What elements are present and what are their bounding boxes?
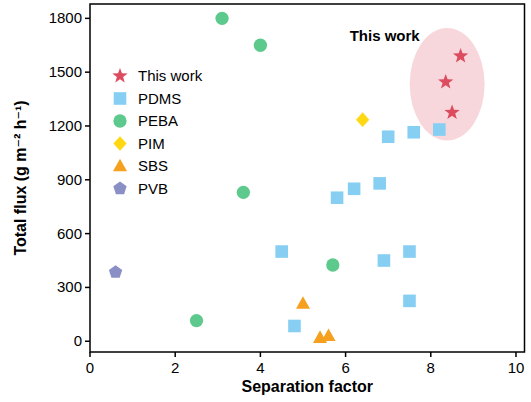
x-tick-label: 4 [256,359,264,376]
y-tick [85,287,90,289]
legend-label: PEBA [138,112,178,129]
point [109,265,122,278]
point [438,74,453,89]
legend-label: PDMS [138,90,181,107]
plot-frame [90,4,525,352]
point [453,48,468,63]
chart: 0 2 4 6 8 10 0 300 600 900 1200 1500 1800 Separation … [0,0,531,402]
legend-marker [113,159,127,172]
point [326,258,339,271]
x-tick [430,352,432,357]
point [296,296,310,309]
legend: This work PDMS PEBA PIM SBS PVB [112,67,202,197]
point [378,254,391,267]
point [237,186,250,199]
point [348,182,361,195]
x-tick-label: 0 [86,359,94,376]
legend-label: SBS [138,157,168,174]
y-tick-label: 1500 [49,63,82,80]
y-tick-label: 300 [57,278,82,295]
x-tick-label: 6 [341,359,349,376]
point [322,329,336,342]
x-tick [345,352,347,357]
y-tick-label: 600 [57,225,82,242]
legend-marker [113,182,126,195]
y-tick-label: 1800 [49,9,82,26]
legend-label: PIM [138,135,165,152]
point [331,191,344,204]
highlight-ellipse [410,28,485,141]
y-tick [85,179,90,181]
point [190,314,203,327]
point [373,177,386,190]
legend-marker [114,92,127,105]
x-tick [260,352,262,357]
legend-label: This work [138,67,203,84]
point [275,245,288,258]
y-tick [85,125,90,127]
point [407,126,420,139]
y-axis-label: Total flux (g m⁻² h⁻¹) [12,100,29,255]
x-tick [515,352,517,357]
point [254,39,267,52]
point [288,320,301,333]
legend-marker [113,136,126,151]
point [403,295,416,308]
point [215,12,228,25]
x-tick [174,352,176,357]
point [444,104,459,119]
point [433,123,446,136]
y-tick-label: 1200 [49,117,82,134]
y-tick [85,18,90,20]
legend-label: PVB [138,180,168,197]
point [356,112,369,127]
legend-marker [113,114,126,127]
x-tick [89,352,91,357]
x-tick-label: 2 [171,359,179,376]
y-tick [85,340,90,342]
x-axis-label: Separation factor [241,378,373,395]
x-tick-label: 10 [508,359,525,376]
legend-marker [112,68,127,83]
point [403,245,416,258]
annotation: This work [350,27,421,44]
marks [109,12,485,343]
y-tick [85,233,90,235]
y-tick-label: 0 [74,332,82,349]
point [382,130,395,143]
x-tick-label: 8 [427,359,435,376]
y-tick-label: 900 [57,171,82,188]
y-tick [85,71,90,73]
